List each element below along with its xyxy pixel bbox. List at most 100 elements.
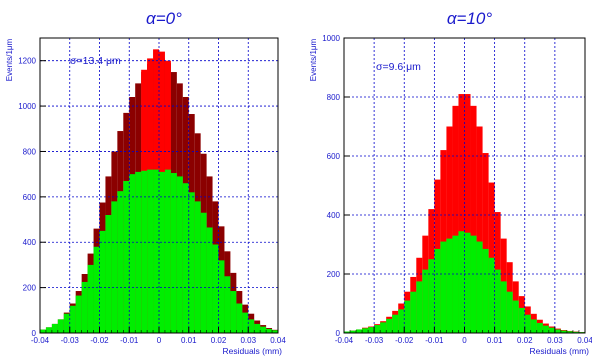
histogram-bar	[135, 171, 142, 333]
x-tick-label: 0.04	[577, 336, 592, 345]
y-tick-label: 1200	[18, 57, 36, 66]
histogram-bar	[464, 232, 471, 333]
histogram-bar	[153, 169, 159, 333]
x-tick-label: 0.01	[487, 336, 503, 345]
y-tick-label: 600	[327, 152, 341, 161]
histogram-bar	[242, 312, 249, 333]
histogram-bar	[159, 171, 165, 333]
histogram-bar	[428, 259, 435, 333]
histogram-bar	[572, 331, 579, 333]
y-tick-label: 1000	[18, 102, 36, 111]
histogram-bar	[362, 328, 369, 333]
y-tick-label: 1000	[322, 34, 340, 43]
histogram-bar	[374, 325, 381, 333]
x-tick-label: 0.02	[211, 336, 227, 345]
histogram-bar	[176, 176, 183, 333]
x-tick-label: -0.02	[90, 336, 109, 345]
x-axis-label: Residuals (mm)	[529, 346, 589, 356]
histogram-bar	[129, 174, 136, 333]
histogram-bar	[188, 192, 195, 333]
y-tick-label: 800	[327, 93, 341, 102]
histogram-bar	[248, 319, 255, 333]
y-axis-label: Events/1μm	[5, 38, 14, 81]
histogram-bar	[536, 322, 543, 333]
x-axis-label: Residuals (mm)	[222, 346, 282, 356]
histogram-bar	[452, 235, 459, 333]
histogram-bar	[141, 170, 148, 333]
y-tick-label: 400	[23, 238, 37, 247]
histogram-bar	[452, 105, 459, 333]
histogram-bar	[170, 173, 177, 333]
histogram-bar	[446, 238, 453, 333]
x-tick-label: 0.04	[270, 336, 286, 345]
histogram-bar	[482, 153, 489, 333]
y-axis-label: Events/1μm	[309, 38, 318, 81]
histogram-bar	[236, 303, 243, 333]
histogram-bar	[440, 241, 447, 333]
histogram-bar	[446, 126, 453, 333]
histogram-bar	[410, 291, 417, 333]
x-tick-label: 0.02	[517, 336, 533, 345]
histogram-bar	[57, 319, 64, 333]
histogram-bar	[194, 201, 201, 333]
y-tick-label: 600	[23, 193, 37, 202]
y-tick-label: 800	[23, 147, 37, 156]
histogram-bar	[218, 260, 225, 333]
histogram-bar	[99, 230, 106, 333]
y-tick-label: 0	[336, 329, 341, 338]
histogram-bar	[464, 94, 471, 333]
chart-title: α=0°	[146, 9, 182, 28]
sigma-annotation: σ=9.6 μm	[376, 61, 421, 73]
histogram-bar	[63, 313, 70, 333]
histogram-bar	[392, 314, 399, 333]
histogram-bar	[512, 300, 519, 333]
histogram-bar	[458, 231, 465, 333]
histogram-bar	[404, 300, 411, 333]
histogram-bar	[254, 323, 261, 333]
histogram-bar	[380, 322, 387, 333]
histogram-bar	[566, 331, 573, 333]
histogram-bar	[368, 327, 375, 333]
histogram-bar	[344, 331, 351, 333]
histogram-bar	[164, 169, 171, 333]
x-tick-label: 0.03	[240, 336, 256, 345]
histogram-bar	[476, 241, 483, 333]
x-tick-label: -0.04	[31, 336, 50, 345]
histogram-bar	[482, 248, 489, 333]
histogram-bar	[398, 309, 405, 333]
histogram-bar	[206, 227, 213, 333]
histogram-bar	[488, 257, 495, 333]
histogram-bar	[416, 281, 423, 334]
histogram-bar	[117, 191, 124, 333]
y-tick-label: 200	[23, 284, 37, 293]
y-tick-label: 400	[327, 211, 341, 220]
histogram-bar	[81, 281, 88, 333]
histogram-bar	[147, 169, 154, 333]
histogram-bar	[542, 325, 549, 334]
x-tick-label: 0	[157, 336, 162, 345]
x-tick-label: -0.03	[61, 336, 80, 345]
x-tick-label: 0.03	[547, 336, 563, 345]
x-tick-label: -0.01	[120, 336, 139, 345]
histogram-bar	[111, 201, 118, 333]
y-tick-label: 200	[327, 270, 341, 279]
histogram-bar	[224, 276, 231, 333]
histogram-bar	[470, 105, 477, 333]
chart-title: α=10°	[447, 9, 493, 28]
x-tick-label: -0.03	[365, 336, 384, 345]
histogram-bar	[45, 327, 52, 333]
histogram-bar	[93, 246, 100, 333]
histogram-bar	[554, 329, 561, 333]
histogram-bar	[87, 264, 94, 333]
histogram-bar	[524, 314, 531, 333]
histogram-panel-alpha-10: -0.04 -0.03 -0.02 -0.01 0 0.01 0.02 0.03 0.04 0 20…	[309, 9, 592, 356]
histogram-bar	[518, 307, 525, 333]
histogram-bar	[212, 244, 219, 333]
histogram-bar	[530, 319, 537, 333]
histogram-bar	[40, 329, 46, 333]
histogram-bar	[470, 235, 477, 333]
histogram-bar	[75, 295, 82, 333]
histogram-bar	[182, 183, 189, 333]
histogram-bar	[500, 281, 507, 334]
